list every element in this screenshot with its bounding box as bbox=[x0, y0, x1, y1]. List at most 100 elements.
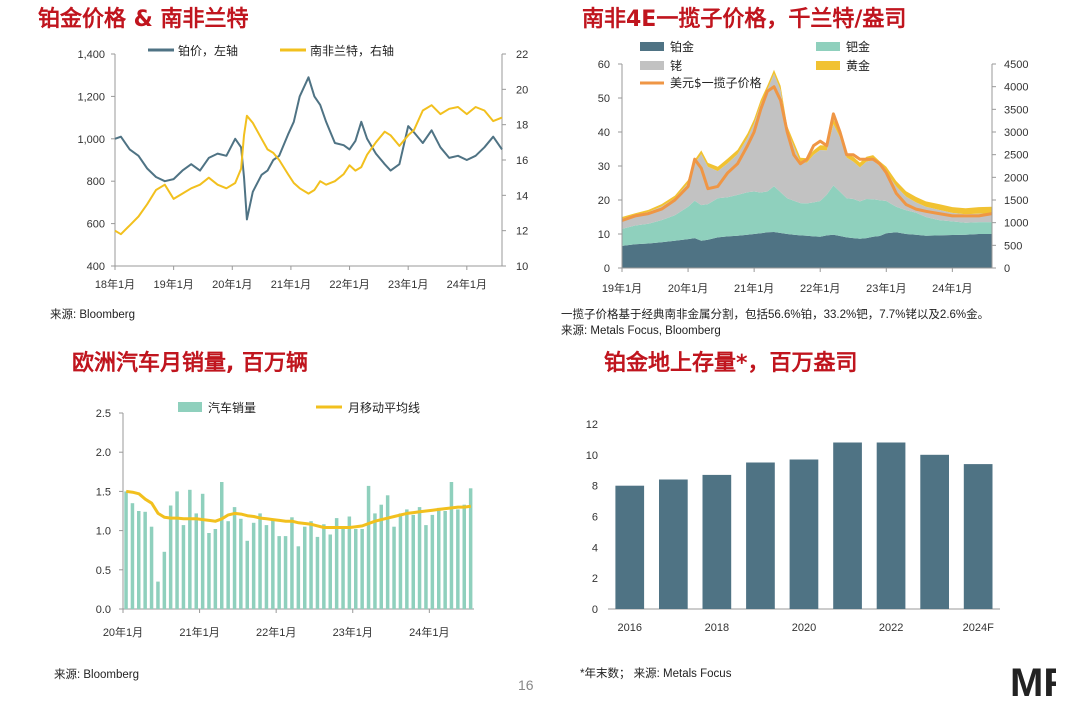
y-tick-label: 4 bbox=[592, 542, 598, 554]
plot-area: 0 2 4 6 8 10 12 2016 2018 2020 2022 2024F bbox=[586, 419, 1000, 634]
plot-area: 0.0 0.5 1.0 1.5 2.0 2.5 20年1月 21年1月 22年1月 23年1月 24… bbox=[96, 400, 474, 639]
sales-bar bbox=[417, 507, 422, 609]
sales-bar bbox=[443, 511, 447, 609]
sales-bar bbox=[360, 529, 364, 609]
y-left-tick-label: 30 bbox=[598, 161, 610, 173]
x-tick-label: 24年1月 bbox=[932, 281, 972, 295]
y-left-tick-label: 1,400 bbox=[77, 49, 105, 61]
x-tick-label: 23年1月 bbox=[333, 625, 373, 639]
sales-bar bbox=[207, 533, 211, 609]
y-left-tick-label: 0 bbox=[604, 263, 610, 275]
x-tick-label: 24年1月 bbox=[447, 277, 487, 291]
sales-bar bbox=[392, 526, 396, 609]
area-series-2 bbox=[622, 73, 992, 229]
y-left-tick-label: 400 bbox=[87, 261, 105, 273]
page-number: 16 bbox=[518, 677, 534, 693]
legend-label-1: 钯金 bbox=[846, 39, 870, 54]
x-tick-label: 2018 bbox=[705, 622, 729, 634]
chart-basket: 0 10 20 30 40 50 60 0 500 1000 1500 2000 2500 3000 350… bbox=[598, 39, 1029, 295]
legend-swatch-2 bbox=[640, 61, 664, 70]
area-series-0 bbox=[622, 232, 992, 268]
sales-bar bbox=[130, 503, 135, 609]
legend-label-0: 汽车销量 bbox=[208, 400, 256, 415]
stock-bar bbox=[615, 485, 645, 609]
y-tick-label: 6 bbox=[592, 512, 598, 524]
sales-bar bbox=[354, 529, 358, 609]
sales-bar bbox=[213, 529, 218, 609]
sales-bar bbox=[398, 513, 403, 609]
legend-label-1: 月移动平均线 bbox=[348, 401, 420, 415]
y-tick-label: 1.5 bbox=[96, 486, 111, 498]
sales-bar bbox=[232, 507, 237, 609]
y-right-tick-label: 10 bbox=[516, 261, 528, 273]
sales-bar bbox=[264, 525, 269, 609]
legend-swatch-3 bbox=[816, 61, 840, 70]
x-tick-label: 21年1月 bbox=[734, 281, 774, 295]
sales-bar bbox=[188, 489, 192, 609]
x-tick-label: 20年1月 bbox=[668, 281, 708, 295]
y-tick-label: 0.0 bbox=[96, 604, 111, 616]
y-tick-label: 8 bbox=[592, 481, 598, 493]
moving-average-line bbox=[126, 489, 471, 529]
sales-bar bbox=[296, 546, 301, 609]
x-tick-label: 19年1月 bbox=[153, 277, 193, 291]
x-tick-label: 2016 bbox=[618, 622, 642, 634]
chart-pt-stocks: 0 2 4 6 8 10 12 2016 2018 2020 2022 2024F bbox=[586, 419, 1000, 634]
sales-bar bbox=[226, 521, 230, 609]
y-tick-label: 2 bbox=[592, 573, 598, 585]
sales-bar bbox=[430, 514, 435, 609]
sales-bar bbox=[456, 509, 460, 609]
legend-swatch-1 bbox=[816, 42, 840, 51]
legend-swatch-0 bbox=[178, 402, 202, 412]
y-tick-label: 2.0 bbox=[96, 447, 111, 459]
sales-bar bbox=[290, 517, 294, 609]
legend-swatch-0 bbox=[640, 42, 664, 51]
sales-bar bbox=[373, 513, 377, 609]
sales-bar bbox=[347, 516, 352, 609]
x-tick-label: 21年1月 bbox=[179, 625, 219, 639]
y-right-tick-label: 2500 bbox=[1004, 150, 1028, 162]
basket-footnote: 一揽子价格基于经典南非金属分割，包括56.6%铂，33.2%钯，7.7%铑以及2… bbox=[561, 309, 990, 321]
sales-bar bbox=[149, 526, 154, 609]
series-line-1 bbox=[114, 104, 503, 236]
y-right-tick-label: 1500 bbox=[1004, 195, 1028, 207]
y-left-tick-label: 20 bbox=[598, 195, 610, 207]
logo-text: MF bbox=[1010, 661, 1056, 705]
sales-bar bbox=[200, 493, 205, 609]
sales-bar bbox=[283, 536, 288, 609]
y-left-tick-label: 40 bbox=[598, 127, 610, 139]
sales-bar bbox=[424, 525, 428, 609]
y-left-tick-label: 800 bbox=[87, 176, 105, 188]
y-right-tick-label: 2000 bbox=[1004, 172, 1028, 184]
sales-bar bbox=[462, 504, 466, 609]
y-tick-label: 12 bbox=[586, 419, 598, 431]
x-tick-label: 19年1月 bbox=[602, 281, 642, 295]
y-right-tick-label: 1000 bbox=[1004, 218, 1028, 230]
y-right-tick-label: 4000 bbox=[1004, 82, 1028, 94]
sales-bar bbox=[303, 526, 307, 609]
sales-bar bbox=[437, 507, 441, 609]
sales-bar bbox=[168, 505, 173, 609]
sales-bar bbox=[137, 511, 141, 609]
sales-bar bbox=[328, 534, 332, 609]
sales-bar bbox=[449, 482, 454, 609]
y-right-tick-label: 14 bbox=[516, 190, 528, 202]
y-left-tick-label: 10 bbox=[598, 229, 610, 241]
y-tick-label: 10 bbox=[586, 450, 598, 462]
sales-bar bbox=[379, 504, 383, 609]
legend-label-2: 铑 bbox=[670, 59, 682, 73]
sales-bar bbox=[322, 524, 326, 609]
sales-bar bbox=[468, 488, 473, 609]
source-note-pt-stocks: *年末数； 来源: Metals Focus bbox=[580, 668, 732, 680]
sales-bar bbox=[162, 551, 167, 609]
x-tick-label: 20年1月 bbox=[103, 625, 143, 639]
chart-title-pt-stocks: 铂金地上存量*，百万盎司 bbox=[604, 351, 858, 376]
y-left-tick-label: 50 bbox=[598, 93, 610, 105]
sales-bar bbox=[385, 495, 390, 609]
x-tick-label: 20年1月 bbox=[212, 277, 252, 291]
area-series-1 bbox=[622, 185, 992, 246]
legend-label-0: 铂价，左轴 bbox=[178, 43, 238, 58]
sales-bar bbox=[239, 518, 243, 609]
sales-bar bbox=[194, 513, 198, 609]
stock-bar bbox=[876, 442, 906, 609]
